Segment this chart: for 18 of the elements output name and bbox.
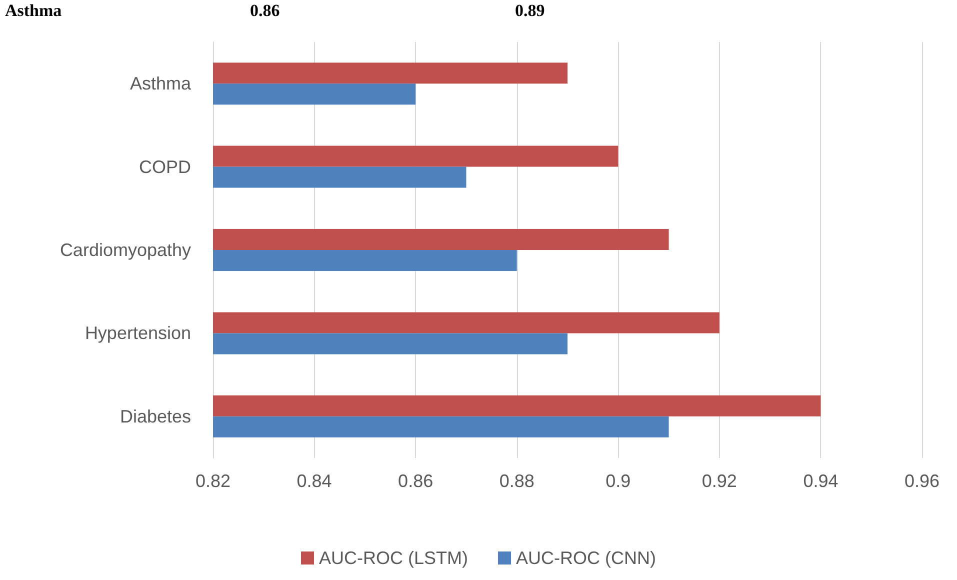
y-tick-label: Asthma (130, 74, 192, 94)
text: 0.89 (515, 1, 545, 20)
y-tick-label: Hypertension (84, 323, 191, 344)
x-tick-label: 0.82 (195, 471, 231, 491)
legend-label: AUC-ROC (CNN) (516, 548, 656, 568)
x-tick-label: 0.94 (803, 471, 838, 491)
x-tick-label: 0.9 (606, 471, 631, 491)
x-tick-label: 0.88 (499, 471, 534, 491)
x-tick-label: 0.86 (398, 471, 434, 491)
y-tick-label: Diabetes (120, 406, 191, 426)
legend-label: AUC-ROC (LSTM) (319, 548, 468, 568)
y-tick-label: Cardiomyopathy (60, 240, 191, 260)
text: 0.86 (250, 1, 280, 20)
x-tick-label: 0.96 (904, 471, 940, 491)
text: Asthma (5, 1, 62, 20)
y-tick-label: COPD (138, 156, 191, 177)
x-tick-label: 0.92 (702, 471, 737, 491)
x-tick-label: 0.84 (296, 471, 332, 491)
